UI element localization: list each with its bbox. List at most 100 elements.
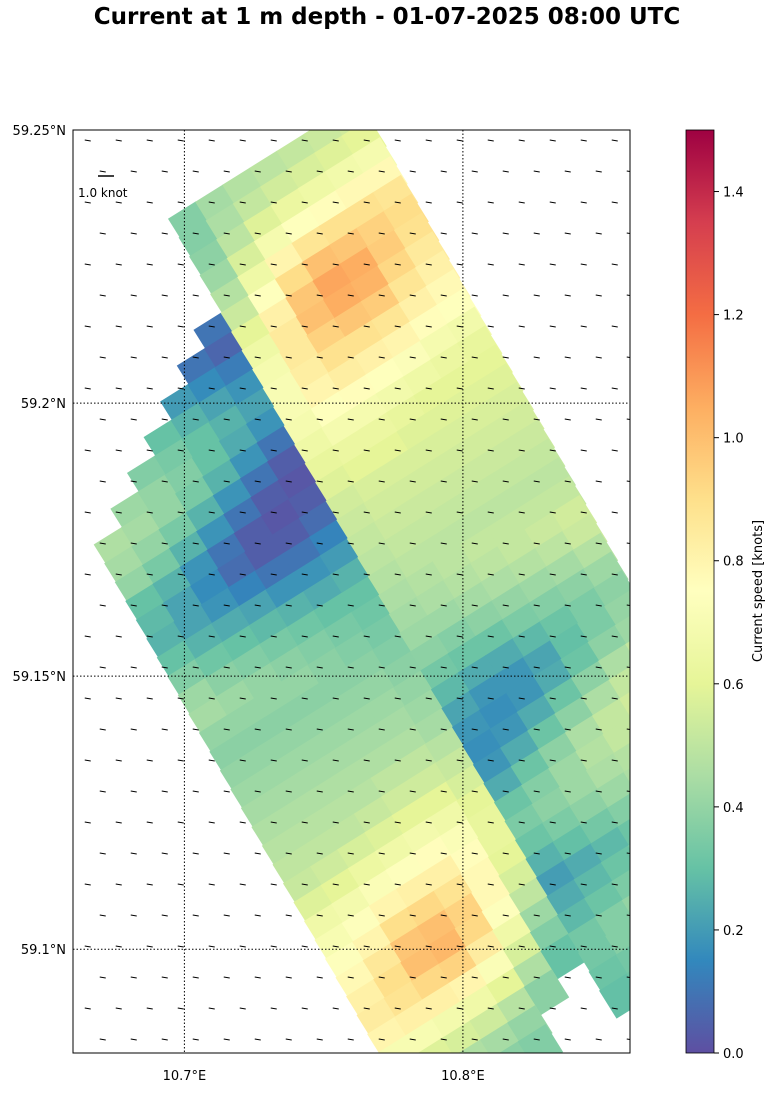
current-arrow xyxy=(192,604,199,607)
current-arrow xyxy=(580,511,587,514)
current-arrow xyxy=(456,1007,463,1010)
current-arrow xyxy=(316,542,323,545)
current-arrow xyxy=(332,1007,339,1010)
colorbar-label: Current speed [knots] xyxy=(751,520,766,662)
current-arrow xyxy=(115,325,122,328)
field-cell xyxy=(612,735,630,782)
current-arrow xyxy=(440,666,447,669)
current-arrow xyxy=(347,914,354,917)
current-arrow xyxy=(347,294,354,297)
current-arrow xyxy=(409,542,416,545)
current-arrow xyxy=(161,232,168,235)
current-arrow xyxy=(487,697,494,700)
current-arrow xyxy=(192,1038,199,1041)
current-arrow xyxy=(223,542,230,545)
current-arrow xyxy=(192,790,199,793)
current-arrow xyxy=(192,914,199,917)
colorbar-tick-label: 1.0 xyxy=(723,432,744,447)
current-arrow xyxy=(518,139,525,142)
current-arrow xyxy=(161,852,168,855)
current-arrow xyxy=(595,852,602,855)
current-arrow xyxy=(270,201,277,204)
current-arrow xyxy=(471,852,478,855)
current-arrow xyxy=(580,139,587,142)
current-arrow xyxy=(533,728,540,731)
field-cell xyxy=(626,956,630,1002)
current-arrow xyxy=(378,790,385,793)
current-arrow xyxy=(518,573,525,576)
current-arrow xyxy=(611,201,618,204)
current-arrow xyxy=(471,976,478,979)
current-arrow xyxy=(533,418,540,421)
current-arrow xyxy=(595,914,602,917)
current-arrow xyxy=(316,728,323,731)
current-arrow xyxy=(394,883,401,886)
current-arrow xyxy=(611,945,618,948)
current-arrow xyxy=(409,480,416,483)
current-arrow xyxy=(518,821,525,824)
current-arrow xyxy=(378,666,385,669)
current-arrow xyxy=(239,1007,246,1010)
current-arrow xyxy=(518,1007,525,1010)
current-arrow xyxy=(332,387,339,390)
current-arrow xyxy=(161,666,168,669)
current-arrow xyxy=(285,232,292,235)
current-arrow xyxy=(502,418,509,421)
current-arrow xyxy=(84,263,91,266)
current-arrow xyxy=(301,201,308,204)
current-arrow xyxy=(223,294,230,297)
current-arrow xyxy=(549,139,556,142)
current-arrow xyxy=(409,294,416,297)
current-arrow xyxy=(440,480,447,483)
current-arrow xyxy=(440,604,447,607)
field-cell xyxy=(646,664,691,709)
current-arrow xyxy=(487,883,494,886)
current-arrow xyxy=(177,883,184,886)
current-arrow xyxy=(270,325,277,328)
current-arrow xyxy=(487,511,494,514)
current-arrow xyxy=(192,294,199,297)
current-arrow xyxy=(301,449,308,452)
colorbar-ticks: 0.0 0.2 0.4 0.6 0.8 1.0 1.2 1.4 xyxy=(714,186,744,1062)
current-arrow xyxy=(549,263,556,266)
current-arrow xyxy=(409,604,416,607)
current-arrow xyxy=(115,449,122,452)
current-arrow xyxy=(425,387,432,390)
colorbar-tick-label: 0.0 xyxy=(723,1047,744,1062)
current-arrow xyxy=(347,604,354,607)
colorbar-tick-label: 0.4 xyxy=(723,801,744,816)
current-arrow xyxy=(161,790,168,793)
current-arrow xyxy=(471,232,478,235)
current-arrow xyxy=(549,201,556,204)
current-arrow xyxy=(130,480,137,483)
current-arrow xyxy=(440,976,447,979)
current-arrow xyxy=(611,325,618,328)
current-arrow xyxy=(316,170,323,173)
current-arrow xyxy=(394,1007,401,1010)
current-arrow xyxy=(146,821,153,824)
field-cell xyxy=(605,918,630,964)
current-arrow xyxy=(301,635,308,638)
current-arrow xyxy=(301,387,308,390)
current-arrow xyxy=(471,1038,478,1041)
current-arrow xyxy=(394,201,401,204)
current-arrow xyxy=(146,635,153,638)
field-cell xyxy=(762,871,774,916)
current-arrow xyxy=(564,232,571,235)
current-arrow xyxy=(378,1038,385,1041)
current-arrow xyxy=(316,976,323,979)
current-vectors xyxy=(84,139,630,1041)
current-arrow xyxy=(332,263,339,266)
current-arrow xyxy=(502,976,509,979)
current-arrow xyxy=(254,170,261,173)
current-arrow xyxy=(564,666,571,669)
colorbar-tick-label: 0.6 xyxy=(723,678,744,693)
current-arrow xyxy=(378,294,385,297)
current-arrow xyxy=(115,573,122,576)
field-cell xyxy=(617,809,630,855)
current-arrow xyxy=(394,139,401,142)
current-arrow xyxy=(533,356,540,359)
current-arrow xyxy=(595,790,602,793)
current-arrow xyxy=(316,1038,323,1041)
